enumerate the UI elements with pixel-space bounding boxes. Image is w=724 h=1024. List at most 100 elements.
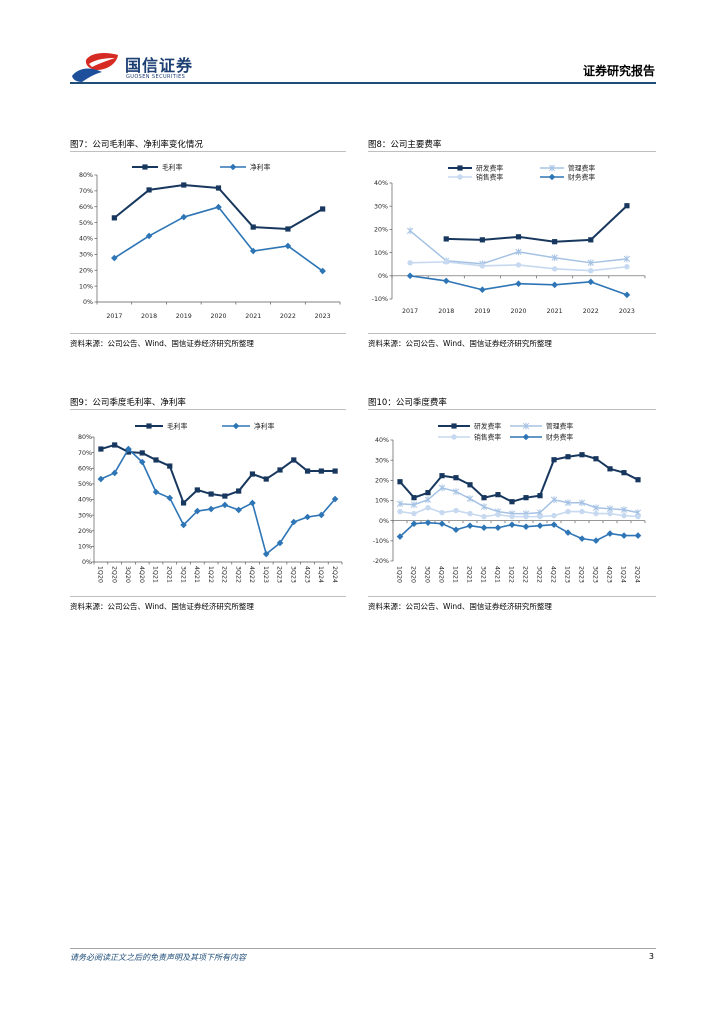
y-tick-label: 40% bbox=[79, 236, 93, 243]
legend-label: 财务费率 bbox=[546, 432, 573, 441]
x-tick-label: 3Q23 bbox=[592, 566, 599, 583]
rd-expense-ratio-point bbox=[439, 473, 445, 479]
admin-expense-ratio-legend-marker bbox=[522, 422, 530, 430]
y-tick-label: 10% bbox=[78, 544, 92, 551]
net-margin-line bbox=[113, 206, 324, 272]
y-tick-label: -10% bbox=[373, 538, 389, 545]
x-tick-label: 4Q20 bbox=[438, 566, 445, 583]
financial-expense-ratio-point bbox=[551, 281, 558, 289]
x-tick-label: 2017 bbox=[402, 308, 418, 315]
financial-expense-ratio-point bbox=[438, 520, 446, 527]
x-tick-label: 1Q22 bbox=[508, 566, 515, 583]
x-tick-label: 2Q23 bbox=[578, 566, 585, 583]
figure-title: 图9：公司季度毛利率、净利率 bbox=[70, 398, 186, 408]
x-tick-label: 1Q20 bbox=[97, 566, 104, 583]
header-divider bbox=[70, 82, 656, 84]
selling-expense-ratio-point bbox=[551, 266, 558, 272]
x-tick-label: 2022 bbox=[280, 313, 296, 320]
net-margin-point bbox=[249, 499, 256, 507]
y-tick-label: 0% bbox=[82, 559, 92, 566]
y-tick-label: 0% bbox=[378, 273, 388, 280]
admin-expense-ratio-point bbox=[564, 499, 572, 507]
financial-expense-ratio-point bbox=[406, 272, 414, 280]
y-tick-label: 60% bbox=[79, 204, 93, 211]
admin-expense-ratio-point bbox=[620, 506, 628, 514]
net-margin-point bbox=[166, 494, 174, 502]
financial-expense-ratio-point bbox=[466, 522, 474, 530]
admin-expense-ratio-point bbox=[396, 500, 404, 508]
selling-expense-ratio-point bbox=[495, 511, 501, 518]
x-tick-label: 3Q21 bbox=[480, 566, 487, 583]
y-tick-label: 30% bbox=[375, 457, 389, 464]
x-tick-label: 1Q23 bbox=[564, 566, 571, 583]
x-tick-label: 3Q20 bbox=[424, 566, 431, 583]
footer-divider bbox=[70, 948, 656, 949]
selling-expense-ratio-point bbox=[411, 510, 417, 517]
net-margin-legend-marker bbox=[232, 422, 240, 430]
financial-expense-ratio-point bbox=[522, 523, 530, 531]
y-tick-label: 60% bbox=[78, 465, 92, 472]
brand-name-cn: 国信证券 bbox=[125, 56, 194, 75]
figure-source-rule bbox=[70, 596, 346, 597]
selling-expense-ratio-point bbox=[425, 505, 431, 511]
financial-expense-ratio-point bbox=[396, 533, 404, 540]
legend-item: 净利率 bbox=[222, 421, 275, 430]
x-tick-label: 2020 bbox=[210, 313, 226, 320]
x-tick-label: 1Q20 bbox=[396, 566, 403, 583]
rd-expense-ratio-point bbox=[579, 452, 585, 458]
selling-expense-ratio-point bbox=[397, 508, 403, 515]
gross-margin-point bbox=[98, 446, 104, 452]
x-tick-label: 3Q22 bbox=[536, 566, 543, 583]
financial-expense-ratio-legend-marker bbox=[548, 173, 556, 181]
net-margin-point bbox=[304, 513, 311, 521]
financial-expense-ratio-point bbox=[515, 280, 522, 287]
figure-source-rule bbox=[70, 333, 346, 334]
legend-label: 研发费率 bbox=[474, 421, 501, 430]
financial-expense-ratio-point bbox=[494, 524, 502, 532]
rd-expense-ratio-point bbox=[467, 482, 473, 488]
x-tick-label: 2018 bbox=[438, 308, 454, 315]
gross-margin-point bbox=[250, 224, 256, 230]
legend-item: 销售费率 bbox=[448, 172, 503, 181]
x-tick-label: 1Q22 bbox=[207, 566, 214, 583]
x-tick-label: 2Q22 bbox=[522, 566, 529, 583]
rd-expense-ratio-point bbox=[624, 203, 630, 209]
legend-label: 净利率 bbox=[250, 162, 271, 171]
rd-expense-ratio-point bbox=[443, 236, 449, 242]
gross-margin-point bbox=[291, 457, 297, 463]
net-margin-legend-marker bbox=[229, 163, 237, 171]
gross-margin-point bbox=[180, 500, 187, 506]
selling-expense-ratio-legend-marker bbox=[457, 174, 463, 180]
figure-source-rule bbox=[368, 333, 656, 334]
net-margin-point bbox=[152, 488, 160, 496]
y-tick-label: 70% bbox=[79, 188, 93, 195]
x-tick-label: 2Q24 bbox=[331, 566, 338, 583]
selling-expense-ratio-series bbox=[397, 505, 641, 520]
gross-margin-point bbox=[112, 442, 118, 448]
selling-expense-ratio-point bbox=[593, 510, 599, 517]
x-tick-label: 2Q21 bbox=[466, 566, 473, 583]
selling-expense-ratio-point bbox=[479, 263, 486, 269]
gross-margin-point bbox=[249, 471, 256, 477]
gross-margin-legend-marker bbox=[146, 423, 152, 429]
x-tick-label: 2023 bbox=[315, 313, 331, 320]
selling-expense-ratio-series bbox=[407, 259, 630, 274]
admin-expense-ratio-point bbox=[551, 254, 558, 262]
figure-source: 资料来源：公司公告、Wind、国信证券经济研究所整理 bbox=[368, 339, 552, 348]
net-margin-point bbox=[138, 458, 146, 466]
net-margin-point bbox=[111, 254, 118, 262]
financial-expense-ratio-point bbox=[452, 526, 460, 534]
selling-expense-ratio-point bbox=[439, 509, 445, 516]
legend-label: 销售费率 bbox=[476, 172, 503, 181]
legend-label: 毛利率 bbox=[167, 421, 188, 430]
financial-expense-ratio-series bbox=[396, 519, 642, 544]
rd-expense-ratio-point bbox=[481, 495, 487, 501]
gross-margin-point bbox=[181, 182, 187, 188]
y-tick-label: 10% bbox=[375, 498, 389, 505]
x-tick-label: 4Q20 bbox=[138, 566, 145, 583]
legend-label: 销售费率 bbox=[474, 432, 501, 441]
rd-expense-ratio-point bbox=[509, 499, 515, 505]
gross-margin-point bbox=[332, 468, 338, 474]
rd-expense-ratio-point bbox=[411, 495, 417, 501]
financial-expense-ratio-point bbox=[592, 537, 600, 544]
